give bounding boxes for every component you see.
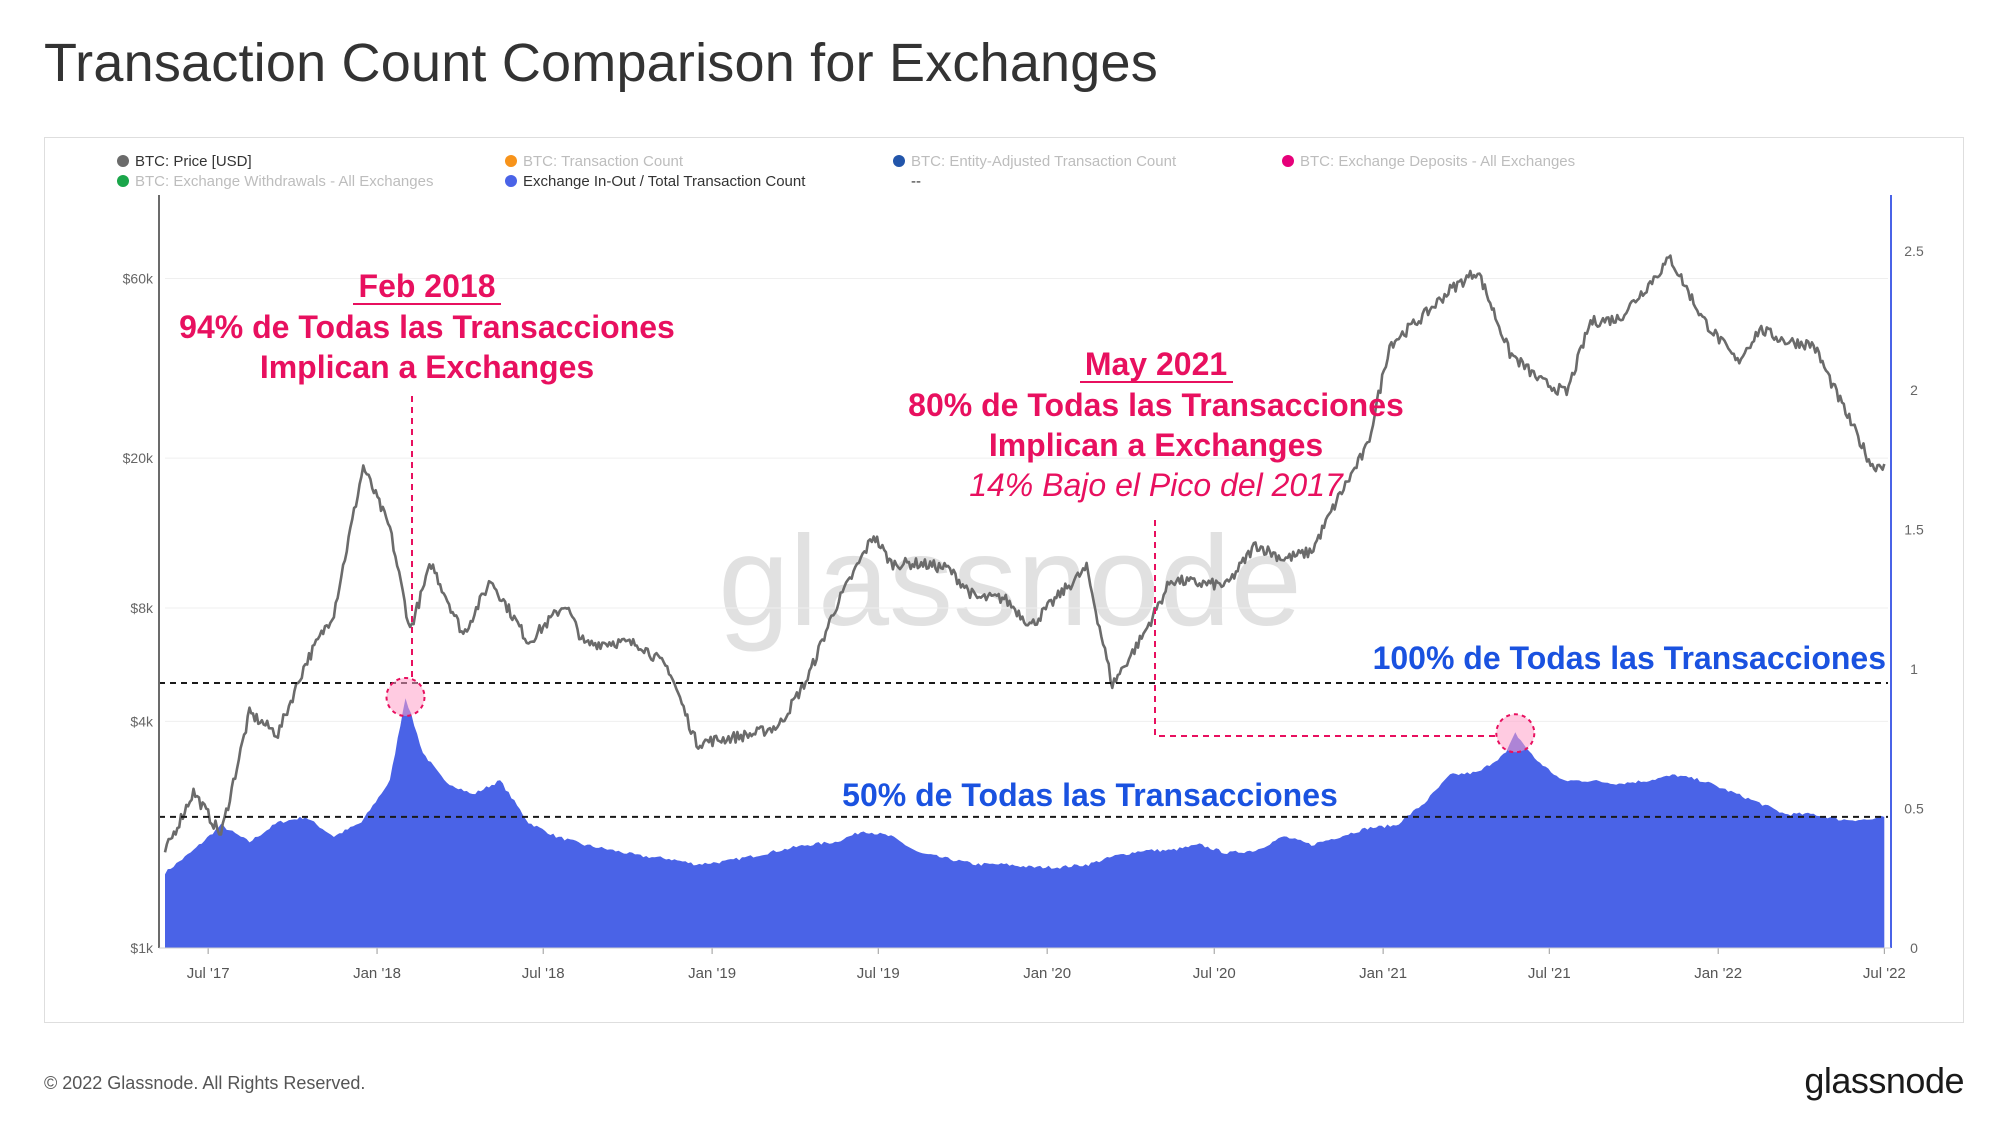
legend-item[interactable]: BTC: Entity-Adjusted Transaction Count: [893, 153, 1177, 170]
annotation-may-2021: May 2021 80% de Todas las Transacciones …: [908, 346, 1498, 737]
annotation-may-2021-line2: Implican a Exchanges: [989, 427, 1323, 463]
legend-item[interactable]: BTC: Transaction Count: [505, 153, 684, 170]
legend-swatch-icon: [117, 175, 129, 187]
x-tick-label: Jan '18: [353, 965, 401, 982]
y-left-tick-label: $60k: [123, 271, 154, 287]
legend-item[interactable]: BTC: Price [USD]: [117, 153, 252, 170]
y-right-tick-label: 1.5: [1904, 522, 1924, 538]
reference-label-50: 50% de Todas las Transacciones: [842, 777, 1338, 813]
annotation-may-2021-line1: 80% de Todas las Transacciones: [908, 387, 1404, 423]
legend-swatch-icon: [505, 155, 517, 167]
copyright-text: © 2022 Glassnode. All Rights Reserved.: [44, 1073, 366, 1093]
y-right-tick-label: 2: [1910, 382, 1918, 398]
y-right-tick-label: 1: [1910, 661, 1918, 677]
x-tick-label: Jan '20: [1023, 965, 1071, 982]
legend-label: BTC: Exchange Deposits - All Exchanges: [1300, 153, 1575, 170]
legend-label: BTC: Entity-Adjusted Transaction Count: [911, 153, 1177, 170]
x-tick-label: Jan '22: [1694, 965, 1742, 982]
y-left-tick-label: $4k: [130, 713, 154, 729]
legend-item[interactable]: --: [911, 173, 921, 190]
peak-marker: [385, 677, 426, 717]
x-tick-label: Jan '21: [1359, 965, 1407, 982]
legend-swatch-icon: [505, 175, 517, 187]
x-tick-label: Jul '18: [522, 965, 565, 982]
peak-marker: [1495, 713, 1536, 754]
annotation-feb-2018: Feb 2018 94% de Todas las Transacciones …: [179, 268, 675, 678]
price-series-line: [163, 254, 1886, 853]
legend-item[interactable]: Exchange In-Out / Total Transaction Coun…: [505, 173, 806, 190]
legend-swatch-icon: [893, 155, 905, 167]
legend-label: Exchange In-Out / Total Transaction Coun…: [523, 173, 806, 190]
y-right-tick-label: 2.5: [1904, 243, 1924, 259]
reference-label-100: 100% de Todas las Transacciones: [1373, 640, 1886, 676]
x-tick-label: Jul '21: [1528, 965, 1571, 982]
legend-label: --: [911, 173, 921, 190]
legend-swatch-icon: [117, 155, 129, 167]
y-left-tick-label: $1k: [130, 940, 154, 956]
legend-item[interactable]: BTC: Exchange Deposits - All Exchanges: [1282, 153, 1575, 170]
y-right-tick-label: 0: [1910, 940, 1918, 956]
annotation-may-2021-line3: 14% Bajo el Pico del 2017: [969, 467, 1344, 503]
annotation-may-2021-leader: [1154, 520, 1498, 737]
watermark-text: glassnode: [718, 510, 1302, 653]
chart-frame: [44, 137, 1964, 1023]
ratio-series-area: [165, 698, 1885, 948]
annotation-may-2021-heading: May 2021: [1085, 346, 1227, 382]
legend-label: BTC: Transaction Count: [523, 153, 684, 170]
annotation-feb-2018-line2: Implican a Exchanges: [260, 349, 594, 385]
y-left-tick-label: $20k: [123, 450, 154, 466]
brand-logo: glassnode: [1804, 1060, 1964, 1101]
legend-label: BTC: Exchange Withdrawals - All Exchange…: [135, 173, 433, 190]
y-left-tick-label: $8k: [130, 600, 154, 616]
x-tick-label: Jul '20: [1193, 965, 1236, 982]
x-tick-label: Jul '17: [187, 965, 230, 982]
x-tick-label: Jan '19: [688, 965, 736, 982]
x-tick-label: Jul '22: [1863, 965, 1906, 982]
legend-item[interactable]: BTC: Exchange Withdrawals - All Exchange…: [117, 173, 433, 190]
annotation-feb-2018-line1: 94% de Todas las Transacciones: [179, 309, 675, 345]
x-tick-label: Jul '19: [857, 965, 900, 982]
legend-swatch-icon: [1282, 155, 1294, 167]
legend-label: BTC: Price [USD]: [135, 153, 252, 170]
y-right-tick-label: 0.5: [1904, 801, 1924, 817]
page-title: Transaction Count Comparison for Exchang…: [44, 33, 1158, 93]
annotation-feb-2018-heading: Feb 2018: [359, 268, 496, 304]
